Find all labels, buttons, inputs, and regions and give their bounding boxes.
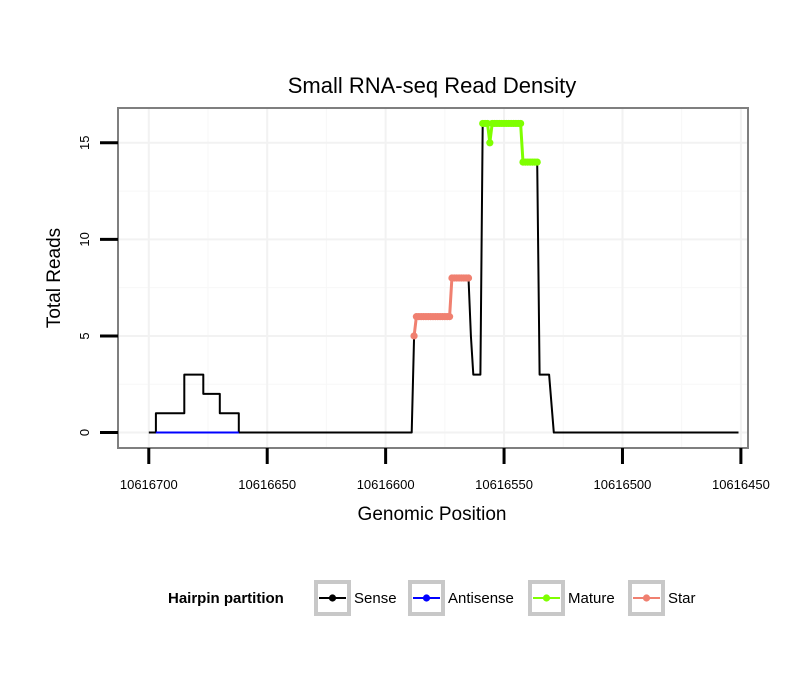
legend-item-antisense: Antisense xyxy=(408,580,514,616)
legend-title: Hairpin partition xyxy=(168,590,284,607)
legend-label: Mature xyxy=(568,590,615,607)
legend-key-point xyxy=(328,594,337,602)
legend-label: Sense xyxy=(354,590,397,607)
x-tick-label: 10616600 xyxy=(357,477,415,492)
x-axis-title: Genomic Position xyxy=(358,504,507,525)
y-axis-title: Total Reads xyxy=(44,228,65,328)
data-point-mature xyxy=(533,158,541,166)
legend-item-star: Star xyxy=(628,580,696,616)
data-point-star xyxy=(445,313,454,321)
data-point-star xyxy=(410,332,418,340)
plot-series xyxy=(148,119,739,434)
x-tick-label: 10616700 xyxy=(120,477,178,492)
y-tick-label: 0 xyxy=(77,429,92,436)
legend-label: Star xyxy=(668,590,696,607)
legend-key-point xyxy=(542,594,551,602)
data-point-mature xyxy=(517,119,525,128)
legend-key-point xyxy=(642,594,651,602)
grid-lines xyxy=(118,108,748,448)
plot-panel xyxy=(118,108,748,448)
legend-item-mature: Mature xyxy=(528,580,615,616)
chart-title: Small RNA-seq Read Density xyxy=(288,73,577,98)
y-tick-label: 5 xyxy=(77,332,92,339)
y-tick-label: 15 xyxy=(77,136,92,150)
y-axis: 0 5 10 15 xyxy=(77,136,118,436)
x-tick-label: 10616550 xyxy=(475,477,533,492)
legend-item-sense: Sense xyxy=(314,580,397,616)
x-tick-label: 10616450 xyxy=(712,477,770,492)
x-tick-label: 10616500 xyxy=(594,477,652,492)
plot-border xyxy=(117,107,749,449)
x-axis: 10616700 10616650 10616600 10616550 10616500… xyxy=(120,448,770,492)
y-tick-label: 10 xyxy=(77,232,92,246)
legend-label: Antisense xyxy=(448,590,514,607)
data-point-star xyxy=(464,274,473,282)
data-point-mature xyxy=(486,139,494,147)
x-tick-label: 10616650 xyxy=(238,477,296,492)
legend: Hairpin partition Sense Antisense Mature St… xyxy=(168,580,696,616)
legend-key-point xyxy=(422,594,431,602)
